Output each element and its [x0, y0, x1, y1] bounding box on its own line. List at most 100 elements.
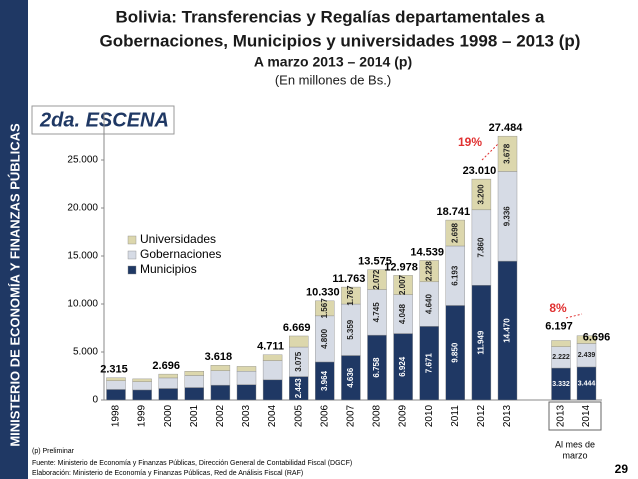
total-label: 6.669: [283, 322, 311, 334]
bar-segment: [158, 377, 178, 389]
arrow: [565, 313, 583, 319]
bar-segment: [158, 388, 178, 401]
bar-segment: [576, 335, 597, 344]
segment-label: 2.698: [450, 222, 459, 243]
total-label: 14.539: [410, 246, 444, 258]
bar-segment: [419, 260, 439, 283]
bar-segment: [551, 340, 571, 347]
bar-segment: [262, 360, 283, 381]
x-tick-label: 2004: [267, 404, 278, 427]
bar-segment: [184, 387, 205, 401]
legend-swatch: [127, 250, 137, 260]
segment-label: 2.222: [552, 354, 570, 361]
total-label: 11.763: [332, 273, 365, 285]
y-tick-label: 20.000: [67, 203, 98, 214]
segment-label: 2.443: [294, 378, 303, 399]
total-label: 10.330: [306, 287, 340, 299]
bar-segment: [236, 384, 257, 401]
x-tick-label: 2001: [189, 404, 200, 427]
side-label: MINISTERIO DE ECONOMÍA Y FINANZAS PÚBLIC…: [7, 123, 22, 447]
bar-segment: [262, 354, 283, 361]
x-tick-label: 2002: [215, 404, 226, 427]
total-label: 23.010: [463, 165, 497, 177]
bar-segment: [393, 275, 413, 295]
group-label-cont: marzo: [562, 450, 587, 460]
x-tick-label: 2013: [502, 404, 513, 427]
segment-label: 2.007: [398, 274, 407, 295]
segment-label: 4.640: [424, 294, 433, 315]
chart-title-line2: A marzo 2013 – 2014 (p): [254, 54, 412, 70]
x-tick-label: 1999: [137, 404, 148, 427]
segment-label: 5.359: [346, 319, 355, 340]
total-label: 27.484: [489, 122, 524, 134]
bar-segment: [184, 371, 205, 376]
x-tick-label: 2012: [476, 404, 487, 427]
legend-swatch: [127, 235, 137, 245]
segment-label: 2.228: [424, 261, 433, 282]
total-label: 6.696: [583, 332, 611, 344]
x-tick-label: 2011: [450, 405, 461, 427]
y-tick-label: 15.000: [67, 251, 98, 262]
x-tick-label: 2000: [163, 404, 174, 427]
segment-label: 2.072: [372, 269, 381, 290]
segment-label: 3.444: [578, 380, 596, 387]
annotation: 19%: [458, 135, 482, 149]
bar-segment: [315, 300, 335, 317]
y-tick-label: 0: [92, 395, 98, 406]
legend-label: Gobernaciones: [140, 247, 221, 261]
annotation: 8%: [549, 301, 567, 315]
segment-label: 3.964: [320, 370, 329, 391]
segment-label: 14.470: [503, 318, 512, 343]
total-label: 2.696: [152, 360, 180, 372]
segment-label: 11.949: [477, 330, 486, 355]
x-tick-label: 2013: [556, 404, 567, 427]
total-label: 2.315: [100, 364, 128, 376]
chart-subtitle: (En millones de Bs.): [275, 72, 391, 87]
bar-segment: [106, 380, 126, 390]
x-tick-label: 2006: [319, 404, 330, 427]
segment-label: 6.758: [372, 357, 381, 378]
chart-title-cont: Gobernaciones, Municipios y universidade…: [100, 31, 581, 50]
bar-segment: [289, 335, 309, 348]
segment-label: 1.767: [346, 285, 355, 306]
segment-label: 4.745: [372, 302, 381, 323]
bar-segment: [158, 373, 178, 379]
segment-label: 7.860: [477, 237, 486, 258]
bar-segment: [236, 366, 257, 372]
segment-label: 2.439: [578, 352, 596, 359]
bar-segment: [106, 377, 126, 382]
y-tick-label: 25.000: [67, 155, 98, 166]
total-label: 12.978: [384, 261, 418, 273]
chart-title: Bolivia: Transferencias y Regalías depar…: [116, 7, 546, 26]
segment-label: 3.075: [294, 351, 303, 372]
arrow: [481, 141, 501, 161]
bar-segment: [497, 135, 518, 172]
total-label: 6.197: [545, 320, 573, 332]
total-label: 4.711: [257, 341, 284, 353]
segment-label: 6.193: [450, 265, 459, 286]
x-tick-label: 2005: [293, 404, 304, 427]
x-tick-label: 2008: [372, 404, 383, 427]
bar-segment: [341, 286, 361, 305]
bar-segment: [262, 379, 283, 401]
segment-label: 3.678: [503, 143, 512, 164]
bar-segment: [445, 219, 465, 247]
total-label: 3.618: [205, 351, 233, 363]
segment-label: 7.671: [424, 353, 433, 374]
bar-segment: [132, 378, 152, 382]
bar-segment: [210, 370, 231, 386]
scene-box: [31, 105, 175, 135]
note: (p) Preliminar: [32, 448, 75, 455]
page-number: 29: [615, 462, 629, 476]
bar-segment: [132, 381, 152, 391]
segment-label: 9.850: [450, 342, 459, 363]
segment-label: 3.332: [552, 381, 570, 388]
segment-label: 4.800: [320, 328, 329, 349]
bar-segment: [132, 389, 152, 401]
y-tick-label: 10.000: [67, 299, 98, 310]
bar-segment: [184, 375, 205, 388]
x-tick-label: 2003: [241, 404, 252, 427]
side-band: [0, 0, 28, 479]
bar-segment: [367, 269, 387, 290]
